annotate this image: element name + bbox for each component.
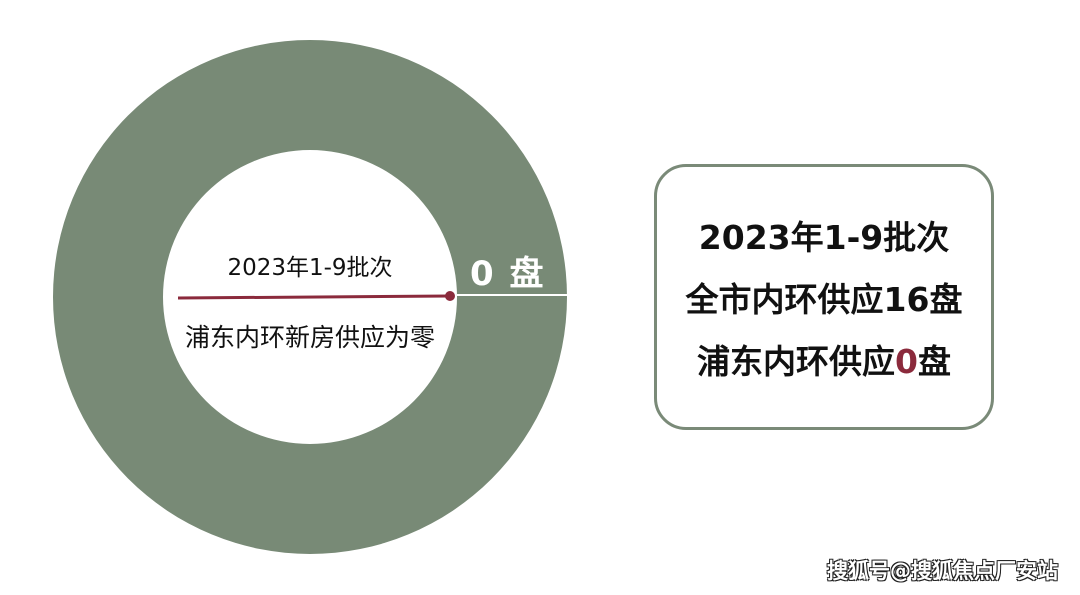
leader-dot (445, 291, 455, 301)
summary-line-3: 浦东内环供应0盘 (697, 335, 951, 383)
center-text-top: 2023年1-9批次 (227, 255, 393, 281)
summary-line-3-suffix: 盘 (917, 342, 951, 381)
donut-slice-other (53, 40, 567, 554)
summary-line-1: 2023年1-9批次 (698, 218, 950, 257)
leader-line (177, 294, 451, 300)
center-text-bottom: 浦东内环新房供应为零 (184, 323, 435, 352)
slice-label: 0 盘 (470, 254, 546, 294)
summary-line-3-prefix: 浦东内环供应 (697, 342, 896, 381)
summary-line-2: 全市内环供应16盘 (685, 280, 963, 319)
watermark: 搜狐号@搜狐焦点厂安站 (827, 559, 1058, 583)
summary-highlight-value: 0 (895, 342, 918, 381)
summary-box: 2023年1-9批次 全市内环供应16盘 浦东内环供应0盘 (654, 164, 994, 430)
